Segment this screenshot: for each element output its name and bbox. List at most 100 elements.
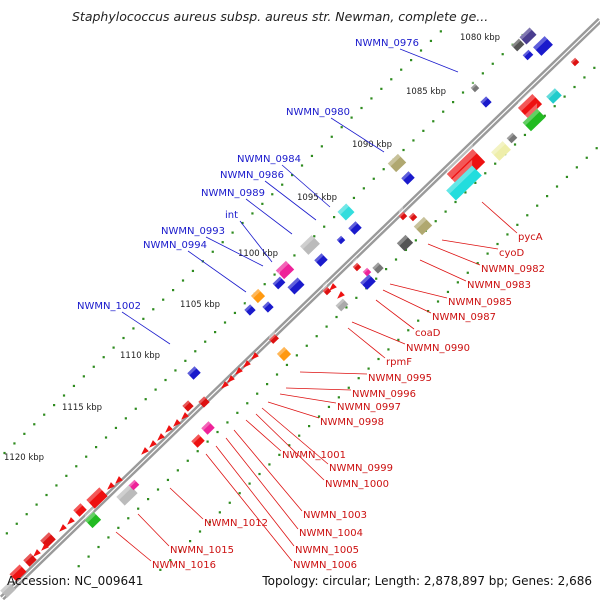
genome-summary-text: Topology: circular; Length: 2,878,897 bp… [262,574,592,588]
tick-dot-top [85,455,88,458]
gene-feature-reverse [269,328,279,344]
tick-dot-bottom [137,507,140,510]
tick-dot-top [412,139,415,142]
tick-dot-bottom [97,545,100,549]
label-connector-top [187,250,247,293]
tick-dot-top [372,177,375,180]
tick-dot-bottom-outer [208,520,212,524]
tick-dot-bottom [474,181,477,184]
label-connector-top [399,48,459,73]
gene-feature-forward [480,90,492,108]
label-connector-bottom [205,453,293,562]
tick-dot-bottom [573,85,576,89]
label-connector-top [330,117,385,153]
tick-dot-top [134,407,137,410]
gene-feature-reverse [0,576,16,598]
label-connector-bottom [419,259,467,282]
gene-label-bottom: NWMN_1015 [170,545,234,556]
tick-dot-bottom [553,105,556,108]
tick-dot-top-outer [360,106,363,110]
gene-arrowhead [115,476,123,484]
tick-dot-bottom [216,430,219,434]
tick-dot-bottom-outer [407,329,410,332]
tick-dot-top [243,302,246,305]
tick-dot-top-outer [112,346,115,349]
gene-label-top: NWMN_0993 [161,226,225,237]
label-connector-bottom [245,419,282,452]
tick-dot-top-outer [172,289,175,292]
kbp-label: 1080 kbp [460,33,500,43]
tick-dot-bottom [494,162,497,165]
label-connector-bottom [233,429,303,512]
tick-dot-bottom-outer [456,281,459,284]
gene-feature-forward [250,283,266,304]
gene-label-bottom: NWMN_0997 [337,402,401,413]
tick-dot-top-outer [410,59,413,62]
tick-dot-top [461,91,465,94]
label-connector-bottom [427,243,481,266]
gene-feature-reverse [396,229,414,252]
tick-dot-top-outer [162,298,165,301]
tick-dot-bottom [127,517,130,520]
tick-dot-top-outer [400,68,403,71]
gene-arrowhead [107,482,115,490]
tick-dot-top-outer [340,126,343,129]
tick-dot-top-outer [291,174,294,177]
tick-dot-bottom-outer [496,242,499,246]
tick-dot-top-outer [241,221,244,225]
gene-feature-forward [336,230,346,245]
tick-dot-bottom-outer [288,444,291,447]
tick-dot-top [481,72,484,75]
gene-feature-forward [300,229,320,255]
gene-feature-forward [314,247,328,267]
tick-dot-bottom-outer [258,472,261,476]
gene-feature-forward [348,215,362,235]
tick-dot-bottom [414,239,417,242]
tick-dot-bottom-outer [317,415,321,418]
label-connector-bottom [299,371,368,375]
tick-dot-top [35,503,38,506]
tick-dot-bottom-outer [377,357,380,361]
gene-label-bottom: NWMN_0985 [448,297,512,308]
gene-feature-reverse [128,474,140,491]
gene-label-bottom: NWMN_0990 [406,343,470,354]
tick-dot-bottom-outer [367,367,370,370]
tick-dot-bottom-outer [228,501,231,504]
gene-label-bottom: NWMN_1005 [295,545,359,556]
gene-feature-reverse [352,257,362,272]
tick-dot-bottom [513,143,517,146]
tick-dot-top-outer [439,30,442,33]
kbp-label: 1100 kbp [238,249,278,259]
tick-dot-top [362,187,365,190]
tick-dot-bottom-outer [357,377,360,380]
gene-label-top: int [225,210,238,221]
tick-dot-top [352,196,356,200]
tick-dot-top [501,53,504,56]
gene-arrowhead [157,433,165,441]
tick-dot-bottom [394,258,398,261]
tick-dot-bottom [593,66,596,69]
tick-dot-top-outer [370,97,373,100]
gene-feature-reverse [191,428,205,448]
tick-dot-bottom [335,315,338,319]
gene-feature-reverse [522,103,546,132]
tick-dot-bottom [117,526,120,529]
gene-feature-reverse [198,390,210,408]
gene-label-bottom: coaD [415,328,441,339]
tick-dot-bottom [256,392,259,395]
gene-label-bottom: NWMN_1001 [282,450,346,461]
gene-label-top: NWMN_0976 [355,38,419,49]
gene-label-bottom: NWMN_1016 [152,560,216,571]
tick-dot-top-outer [142,317,145,320]
gene-feature-forward [187,360,201,380]
tick-dot-top [25,513,28,516]
gene-feature-forward [244,298,256,316]
tick-dot-top-outer [102,356,105,359]
tick-dot-bottom [523,133,527,137]
tick-dot-bottom [444,210,447,213]
tick-dot-top [223,321,227,324]
tick-dot-bottom [186,459,189,462]
gene-arrowhead [59,524,67,532]
tick-dot-bottom [147,498,150,501]
